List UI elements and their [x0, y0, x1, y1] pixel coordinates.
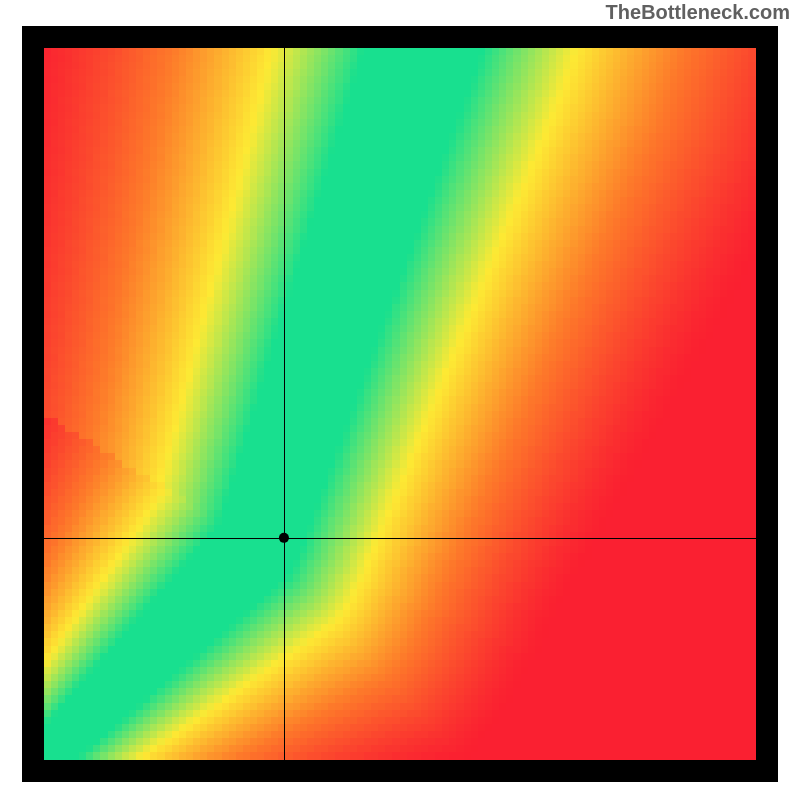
- watermark-text: TheBottleneck.com: [606, 2, 790, 25]
- plot-frame: [22, 26, 778, 782]
- heatmap-canvas: [44, 48, 756, 760]
